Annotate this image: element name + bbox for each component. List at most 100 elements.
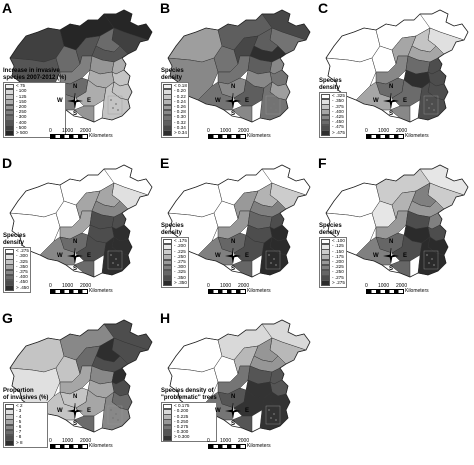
legend-label: - .275 bbox=[332, 274, 344, 280]
compass-label-w: W bbox=[215, 252, 221, 259]
legend-item: > .350 bbox=[163, 280, 187, 286]
scale-label-2000: 2000 bbox=[238, 128, 250, 134]
legend-label: < .275 bbox=[16, 248, 29, 254]
scale-label-1000: 1000 bbox=[62, 438, 74, 444]
north-arrow-compass-icon: N S W E bbox=[373, 239, 407, 272]
legend-swatch bbox=[163, 259, 172, 266]
legend-label: - .175 bbox=[332, 253, 344, 259]
legend-label: - .325 bbox=[16, 258, 28, 264]
scale-bar: 0 1000 2000 Kilometers bbox=[365, 283, 429, 295]
legend-swatch bbox=[163, 104, 172, 111]
legend-item: - 5 bbox=[5, 419, 46, 425]
compass-rose-icon bbox=[225, 247, 241, 264]
map-panel-b: B Species density < 0.18- 0.20- 0.22- 0.24… bbox=[158, 0, 316, 155]
scale-label-1000: 1000 bbox=[62, 283, 74, 289]
compass-label-s: S bbox=[389, 266, 394, 272]
compass-label-w: W bbox=[57, 252, 63, 259]
north-arrow-compass-icon: N S W E bbox=[215, 239, 249, 272]
country-outline bbox=[325, 9, 469, 123]
compass-label-w: W bbox=[57, 97, 63, 104]
legend-swatch bbox=[163, 275, 172, 281]
legend-swatch bbox=[321, 264, 330, 271]
legend-label: < 75 bbox=[16, 83, 26, 89]
legend-swatch bbox=[5, 253, 14, 260]
china-choropleth-map bbox=[9, 319, 153, 433]
compass-rose-icon bbox=[225, 402, 241, 419]
legend-item: - 3 bbox=[5, 409, 46, 415]
legend-item: > .275 bbox=[321, 280, 345, 286]
legend-item: - 300 bbox=[5, 114, 64, 121]
legend-item: - .350 bbox=[321, 99, 345, 105]
legend-label: - 0.26 bbox=[174, 104, 186, 110]
compass-label-w: W bbox=[373, 252, 379, 259]
scale-bar-graphic bbox=[366, 134, 404, 139]
legend-item: - 125 bbox=[5, 94, 64, 100]
province-region bbox=[231, 415, 253, 433]
legend-swatch bbox=[163, 88, 172, 95]
legend-swatch bbox=[163, 434, 172, 441]
scale-bar-graphic bbox=[50, 444, 88, 449]
legend-label: < 0.18 bbox=[174, 83, 187, 89]
compass-label-n: N bbox=[231, 239, 236, 245]
legend-item: < 0.175 bbox=[163, 404, 215, 410]
compass-label-n: N bbox=[231, 84, 236, 90]
legend-swatch bbox=[5, 94, 14, 100]
legend-swatch bbox=[5, 414, 14, 420]
legend-swatch bbox=[163, 269, 172, 276]
legend-swatch bbox=[321, 243, 330, 250]
legend-label: < .325 bbox=[332, 93, 345, 99]
legend-label: - 200 bbox=[16, 104, 27, 110]
legend-swatch bbox=[5, 88, 14, 95]
legend-item: < .275 bbox=[5, 248, 29, 255]
scale-unit-label: Kilometers bbox=[247, 133, 271, 139]
compass-label-n: N bbox=[73, 84, 78, 90]
province-region bbox=[231, 260, 253, 278]
compass-label-s: S bbox=[389, 111, 394, 117]
legend-label: - .400 bbox=[332, 108, 344, 114]
scale-label-0: 0 bbox=[49, 283, 52, 289]
legend-item: - .200 bbox=[321, 259, 345, 266]
legend-swatch bbox=[163, 130, 172, 137]
legend-label: > 0.34 bbox=[174, 129, 187, 135]
legend-label: - .200 bbox=[332, 259, 344, 265]
legend-label: - 300 bbox=[16, 114, 27, 120]
scale-unit-label: Kilometers bbox=[89, 443, 113, 449]
legend-label: - 0.24 bbox=[174, 98, 186, 104]
panel-letter: B bbox=[160, 0, 171, 16]
map-legend: Increase in invasive species 2007-2012 (… bbox=[3, 68, 67, 138]
country-outline bbox=[9, 164, 153, 278]
north-arrow-compass-icon: N S W E bbox=[57, 394, 91, 427]
legend-item: > 8 bbox=[5, 440, 46, 446]
scale-unit-label: Kilometers bbox=[89, 288, 113, 294]
legend-item: < .100 bbox=[321, 239, 345, 245]
legend-swatch bbox=[163, 83, 172, 90]
legend-label: - .450 bbox=[16, 279, 28, 285]
legend-swatch bbox=[321, 249, 330, 255]
scale-label-0: 0 bbox=[207, 128, 210, 134]
legend-label: > 500 bbox=[16, 129, 28, 135]
compass-rose-icon bbox=[67, 92, 83, 109]
legend-swatch bbox=[5, 264, 14, 270]
panel-letter: D bbox=[2, 155, 13, 171]
country-outline bbox=[325, 164, 469, 278]
legend-item: - 0.20 bbox=[163, 88, 187, 95]
legend-swatch bbox=[163, 109, 172, 116]
legend-item: - 100 bbox=[5, 88, 64, 95]
legend-item: - 6 bbox=[5, 424, 46, 431]
legend-swatch bbox=[321, 109, 330, 115]
legend-title: Species density bbox=[161, 68, 184, 81]
legend-item: - 0.26 bbox=[163, 104, 187, 111]
legend-item: - .250 bbox=[163, 254, 187, 260]
legend-swatch bbox=[5, 259, 14, 265]
scale-unit-label: Kilometers bbox=[89, 133, 113, 139]
panel-letter: H bbox=[160, 310, 171, 326]
compass-label-n: N bbox=[73, 239, 78, 245]
scale-label-1000: 1000 bbox=[220, 128, 232, 134]
south-china-sea-inset bbox=[107, 95, 123, 115]
north-arrow-compass-icon: N S W E bbox=[373, 84, 407, 117]
legend-item: - .375 bbox=[321, 104, 345, 110]
compass-label-s: S bbox=[231, 421, 236, 427]
legend-swatch bbox=[5, 109, 14, 116]
scale-label-2000: 2000 bbox=[238, 283, 250, 289]
legend-item: - 0.32 bbox=[163, 120, 187, 126]
